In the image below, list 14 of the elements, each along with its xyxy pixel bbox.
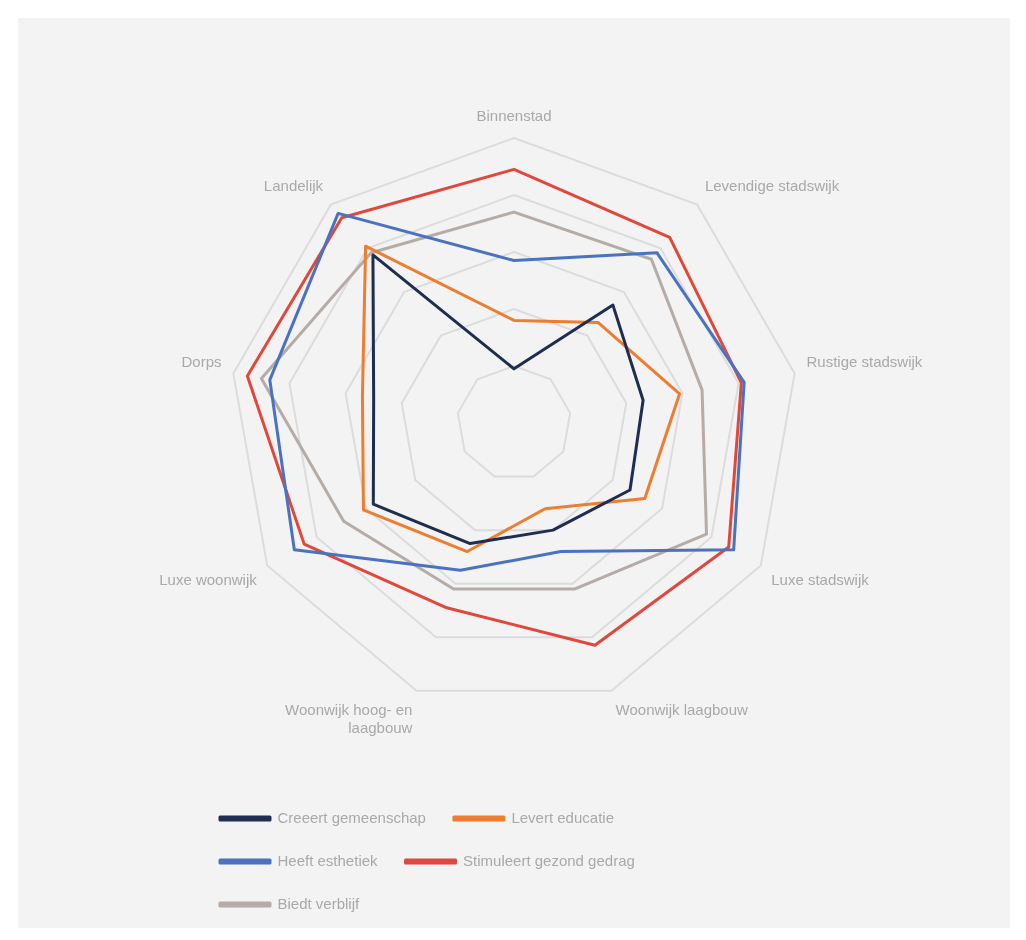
spoke-label: Woonwijk hoog- en laagbouw [285, 701, 413, 737]
spoke-label: Luxe stadswijk [771, 570, 870, 588]
legend-label: Creeert gemeenschap [277, 808, 426, 826]
spoke-label: Levendige stadswijk [704, 176, 840, 194]
spoke-label: Binnenstad [476, 107, 552, 125]
legend-label: Biedt verblijf [277, 894, 361, 912]
spoke-label: Rustige stadswijk [806, 352, 923, 370]
legend-label: Heeft esthetiek [277, 851, 379, 869]
spoke-label: Luxe woonwijk [159, 570, 258, 588]
spoke-label: Woonwijk laagbouw [615, 701, 749, 719]
spoke-label: Dorps [181, 352, 222, 370]
spoke-label: Landelijk [263, 176, 324, 194]
legend-label: Levert educatie [511, 808, 614, 826]
legend-label: Stimuleert gezond gedrag [463, 851, 635, 869]
